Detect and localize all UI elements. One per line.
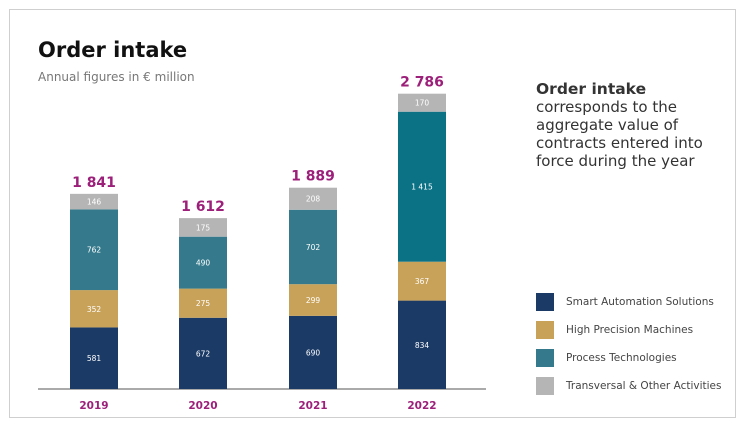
description-block: Order intake corresponds to the aggregat… bbox=[536, 80, 736, 170]
legend-swatch bbox=[536, 377, 554, 395]
x-tick-label: 2021 bbox=[298, 400, 327, 412]
bar-segment bbox=[179, 218, 227, 237]
legend-swatch bbox=[536, 349, 554, 367]
segment-value-label: 175 bbox=[196, 223, 211, 232]
segment-value-label: 762 bbox=[87, 246, 102, 255]
bar-total-label: 2 786 bbox=[400, 75, 444, 91]
bar-total-label: 1 612 bbox=[181, 199, 225, 215]
bar-segment bbox=[398, 93, 446, 112]
segment-value-label: 1 415 bbox=[411, 183, 433, 192]
legend-item: Smart Automation Solutions bbox=[536, 293, 721, 311]
segment-value-label: 581 bbox=[87, 354, 102, 363]
chart-frame bbox=[9, 9, 736, 418]
legend-label: High Precision Machines bbox=[566, 324, 694, 336]
segment-value-label: 367 bbox=[415, 277, 430, 286]
segment-value-label: 299 bbox=[306, 296, 321, 305]
bar-segment bbox=[398, 111, 446, 262]
legend-label: Smart Automation Solutions bbox=[566, 296, 714, 308]
legend-swatch bbox=[536, 321, 554, 339]
segment-value-label: 146 bbox=[87, 198, 102, 207]
description-heading: Order intake bbox=[536, 80, 647, 98]
bar-segment bbox=[179, 317, 227, 389]
segment-value-label: 702 bbox=[306, 243, 321, 252]
legend-item: Process Technologies bbox=[536, 349, 721, 367]
segment-value-label: 672 bbox=[196, 349, 211, 358]
segment-value-label: 834 bbox=[415, 341, 430, 350]
bar-segment bbox=[289, 315, 337, 389]
bar-segment bbox=[398, 261, 446, 301]
segment-value-label: 352 bbox=[87, 305, 102, 314]
bar-segment bbox=[179, 288, 227, 318]
segment-value-label: 208 bbox=[306, 195, 321, 204]
segment-value-label: 690 bbox=[306, 348, 321, 357]
segment-value-label: 170 bbox=[415, 99, 430, 108]
x-tick-label: 2022 bbox=[407, 400, 436, 412]
legend-item: High Precision Machines bbox=[536, 321, 721, 339]
chart-title: Order intake bbox=[38, 38, 188, 62]
bar-segment bbox=[70, 193, 118, 210]
segment-value-label: 275 bbox=[196, 299, 211, 308]
segment-value-label: 490 bbox=[196, 259, 211, 268]
bar-segment bbox=[289, 187, 337, 210]
legend-swatch bbox=[536, 293, 554, 311]
x-tick-label: 2020 bbox=[188, 400, 217, 412]
legend-label: Process Technologies bbox=[566, 352, 677, 364]
bar-segment bbox=[70, 290, 118, 328]
bar-segment bbox=[70, 327, 118, 389]
bar-segment bbox=[289, 284, 337, 316]
bar-segment bbox=[70, 209, 118, 291]
legend-label: Transversal & Other Activities bbox=[566, 380, 722, 392]
x-tick-label: 2019 bbox=[79, 400, 108, 412]
description-text: corresponds to the aggregate value of co… bbox=[536, 98, 703, 170]
bar-total-label: 1 841 bbox=[72, 175, 116, 191]
legend: Smart Automation Solutions High Precisio… bbox=[536, 293, 721, 405]
bar-segment bbox=[398, 300, 446, 389]
bar-segment bbox=[289, 209, 337, 285]
bar-total-label: 1 889 bbox=[291, 169, 335, 185]
legend-item: Transversal & Other Activities bbox=[536, 377, 721, 395]
bar-segment bbox=[179, 236, 227, 289]
chart-subtitle: Annual figures in € million bbox=[38, 70, 195, 84]
